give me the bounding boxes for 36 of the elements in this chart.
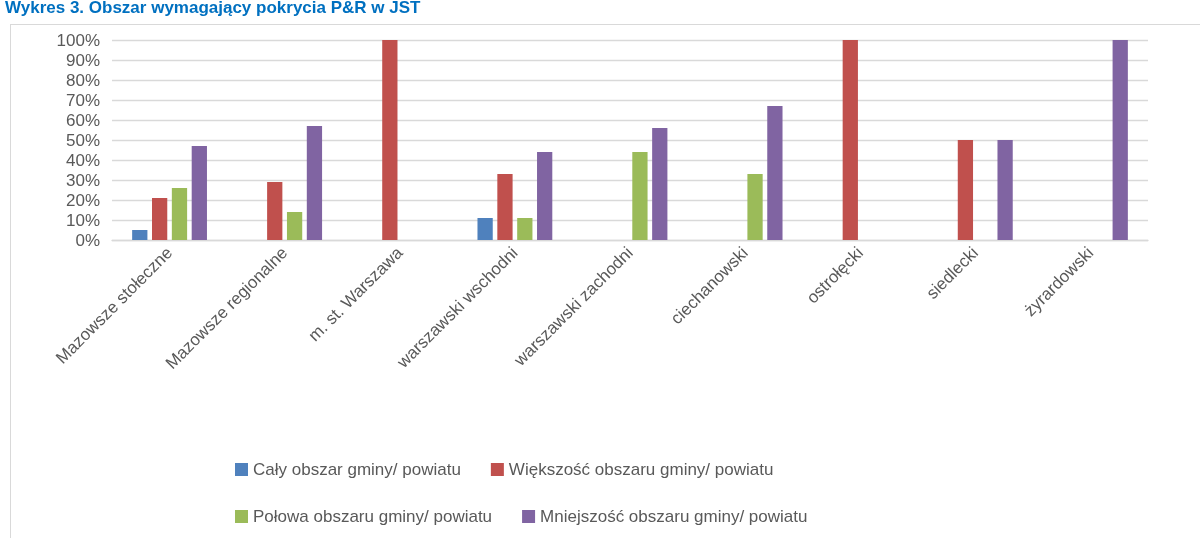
bar (652, 128, 668, 240)
bar (477, 218, 493, 240)
bar (382, 40, 398, 240)
y-tick-label: 0% (75, 230, 100, 250)
bar (171, 188, 188, 240)
legend-label: Połowa obszaru gminy/ powiatu (253, 507, 493, 526)
bar (842, 40, 858, 240)
bar (747, 174, 763, 240)
y-tick-label: 20% (65, 190, 100, 210)
bar (997, 140, 1013, 240)
legend-label: Większość obszaru gminy/ powiatu (508, 460, 774, 479)
bar (632, 152, 648, 240)
y-tick-label: 60% (65, 110, 100, 130)
y-tick-label: 10% (65, 210, 100, 230)
y-tick-label: 40% (65, 150, 100, 170)
y-tick-label: 100% (56, 30, 100, 50)
y-tick-label: 70% (65, 90, 100, 110)
bar (957, 140, 974, 240)
bar (517, 218, 533, 240)
bar (767, 106, 783, 240)
bar (1112, 40, 1128, 240)
bar (286, 212, 303, 240)
y-tick-label: 80% (65, 70, 100, 90)
bar (132, 230, 148, 240)
bar (267, 182, 283, 240)
bar (306, 126, 323, 240)
y-tick-label: 50% (65, 130, 100, 150)
legend-label: Cały obszar gminy/ powiatu (253, 460, 461, 479)
bar (497, 174, 513, 240)
bar (537, 152, 553, 240)
bar (152, 198, 168, 240)
chart-title: Wykres 3. Obszar wymagający pokrycia P&R w JST (5, 0, 422, 17)
y-tick-label: 90% (65, 50, 100, 70)
bar (191, 146, 207, 240)
y-tick-label: 30% (65, 170, 100, 190)
legend-label: Mniejszość obszaru gminy/ powiatu (540, 507, 808, 526)
